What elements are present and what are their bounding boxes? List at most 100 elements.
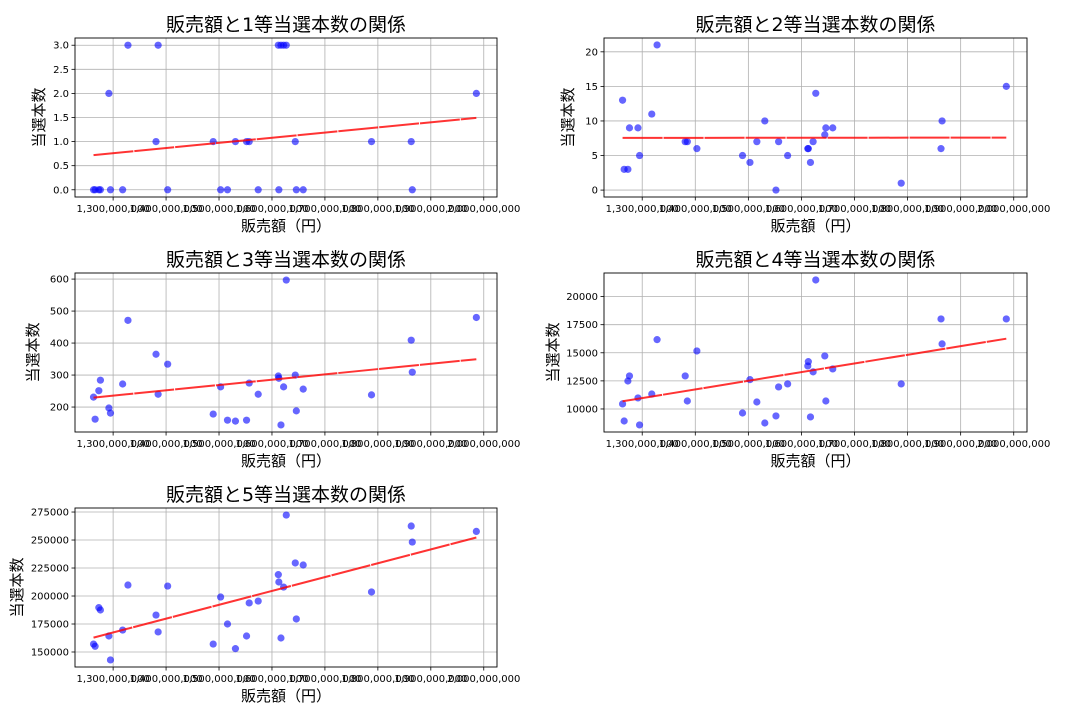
x-tick-label: 1,900,000,000 — [924, 439, 997, 450]
data-point — [209, 410, 217, 418]
data-point — [761, 117, 769, 125]
data-point — [119, 380, 127, 388]
data-point — [95, 387, 103, 395]
subplot-1: 1,300,000,0001,400,000,0001,500,000,0001… — [30, 14, 520, 235]
data-point — [106, 186, 115, 194]
subplot-title: 販売額と3等当選本数の関係 — [166, 249, 406, 271]
data-point — [299, 385, 307, 393]
x-tick-label: 1,500,000,000 — [712, 439, 785, 450]
y-tick-label: 15000 — [566, 348, 598, 359]
data-point — [124, 581, 132, 589]
x-axis-label: 販売額（円） — [241, 217, 331, 235]
data-point — [634, 124, 642, 132]
data-point — [407, 522, 415, 530]
data-point — [274, 571, 282, 579]
data-point — [693, 347, 701, 355]
data-point — [648, 110, 656, 118]
x-tick-label: 1,800,000,000 — [341, 439, 414, 450]
y-tick-label: 12500 — [566, 376, 598, 387]
x-tick-label: 1,600,000,000 — [765, 439, 838, 450]
x-tick-label: 1,400,000,000 — [659, 439, 732, 450]
axes-frame — [603, 37, 1028, 198]
data-point — [282, 276, 290, 284]
data-point — [738, 409, 747, 417]
data-point — [772, 412, 780, 420]
data-point — [299, 186, 307, 194]
data-point — [124, 316, 132, 324]
data-point — [683, 138, 691, 146]
y-tick-label: 20000 — [566, 292, 598, 303]
data-point — [292, 407, 300, 415]
data-point — [242, 416, 251, 424]
x-axis-label: 販売額（円） — [241, 687, 331, 705]
data-point — [804, 145, 812, 153]
data-point — [245, 599, 253, 607]
y-tick-label: 2.0 — [53, 89, 69, 100]
data-point — [217, 593, 225, 601]
data-point — [1002, 315, 1010, 323]
data-point — [618, 96, 627, 104]
data-point — [653, 336, 661, 344]
data-point — [809, 138, 817, 146]
x-tick-label: 1,700,000,000 — [288, 204, 361, 215]
data-point — [292, 615, 300, 623]
data-point — [164, 360, 172, 368]
data-point — [282, 41, 290, 49]
x-tick-label: 1,400,000,000 — [129, 674, 202, 685]
subplot-title: 販売額と5等当選本数の関係 — [166, 484, 406, 506]
x-tick-label: 1,600,000,000 — [235, 674, 308, 685]
data-point — [472, 527, 480, 536]
y-tick-label: 250000 — [31, 536, 69, 547]
y-tick-label: 17500 — [566, 320, 598, 331]
x-tick-label: 1,500,000,000 — [712, 204, 785, 215]
x-tick-label: 1,700,000,000 — [818, 204, 891, 215]
y-tick-label: 1.5 — [53, 113, 69, 124]
data-point — [407, 336, 415, 344]
data-point — [746, 158, 754, 167]
data-point — [154, 628, 162, 636]
subplot-title: 販売額と2等当選本数の関係 — [695, 14, 935, 36]
data-point — [164, 582, 172, 590]
x-tick-label: 2,000,000,000 — [977, 439, 1050, 450]
axes-frame — [74, 507, 498, 668]
y-axis-label: 当選本数 — [544, 322, 562, 382]
subplot-3: 1,300,000,0001,400,000,0001,500,000,0001… — [24, 249, 520, 470]
x-tick-label: 1,500,000,000 — [182, 439, 255, 450]
y-tick-label: 200000 — [31, 592, 69, 603]
x-tick-label: 2,000,000,000 — [447, 674, 520, 685]
x-tick-label: 2,000,000,000 — [977, 204, 1050, 215]
y-tick-label: 3.0 — [53, 41, 69, 52]
y-tick-label: 2.5 — [53, 65, 69, 76]
y-tick-label: 150000 — [31, 647, 69, 658]
x-tick-label: 1,300,000,000 — [77, 674, 150, 685]
y-tick-label: 225000 — [31, 564, 69, 575]
x-tick-label: 1,300,000,000 — [77, 204, 150, 215]
data-point — [806, 413, 815, 421]
data-point — [96, 186, 105, 194]
data-point — [938, 117, 946, 125]
x-tick-label: 1,300,000,000 — [77, 439, 150, 450]
data-point — [223, 620, 232, 628]
x-tick-label: 1,900,000,000 — [394, 674, 467, 685]
y-tick-label: 0 — [592, 186, 598, 197]
data-point — [209, 640, 217, 648]
y-tick-label: 175000 — [31, 620, 69, 631]
data-point — [152, 137, 160, 146]
data-point — [937, 145, 945, 153]
y-tick-label: 10000 — [566, 404, 598, 415]
data-point — [275, 578, 283, 586]
x-tick-label: 1,800,000,000 — [871, 439, 944, 450]
data-point — [821, 352, 829, 360]
data-point — [152, 350, 160, 358]
data-point — [761, 419, 769, 427]
data-point — [91, 415, 99, 423]
data-point — [223, 416, 232, 424]
regression-line — [622, 337, 1007, 403]
subplot-title: 販売額と4等当選本数の関係 — [695, 249, 935, 271]
data-point — [938, 340, 946, 348]
x-axis-label: 販売額（円） — [241, 452, 331, 470]
data-point — [812, 276, 820, 284]
y-tick-label: 600 — [50, 275, 69, 286]
data-point — [618, 400, 627, 408]
data-point — [119, 186, 127, 194]
